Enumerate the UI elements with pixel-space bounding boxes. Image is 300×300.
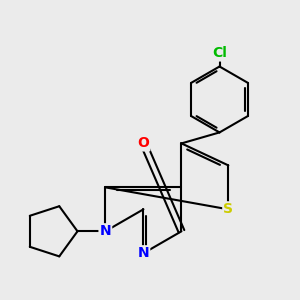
Text: S: S bbox=[223, 202, 233, 216]
Text: N: N bbox=[138, 246, 149, 260]
Text: Cl: Cl bbox=[212, 46, 227, 60]
Text: N: N bbox=[100, 224, 111, 238]
Text: O: O bbox=[137, 136, 149, 150]
